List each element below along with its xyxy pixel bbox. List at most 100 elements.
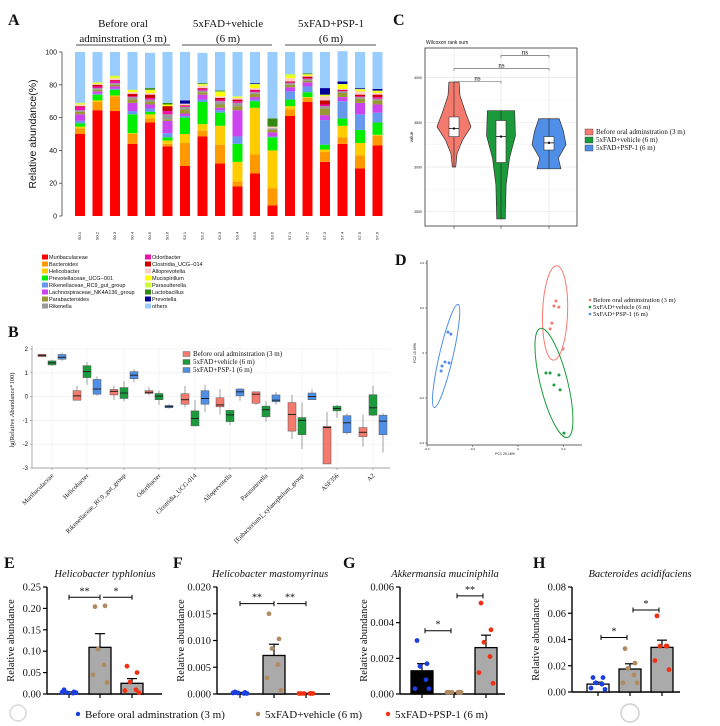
data-point — [269, 646, 275, 651]
box-body — [225, 410, 235, 422]
bar-segment — [355, 96, 365, 98]
data-point — [632, 660, 638, 666]
box-body — [200, 390, 210, 405]
data-point — [439, 369, 443, 373]
y-tick-label: 100 — [45, 50, 57, 57]
bar-segment — [337, 118, 348, 126]
bar-segment — [127, 52, 138, 90]
significance-label: ns — [498, 62, 505, 70]
y-tick-label: 0.005 — [187, 663, 211, 674]
bar-segment — [285, 99, 295, 107]
bar-segment — [250, 154, 260, 174]
bar-segment — [215, 104, 225, 108]
data-point — [544, 371, 548, 375]
bar-stack — [127, 52, 138, 216]
data-point — [548, 371, 552, 375]
bar-segment — [337, 93, 348, 98]
bar-segment — [145, 89, 155, 91]
y-tick-label: -1 — [23, 418, 29, 424]
legend-label: 5xFAD+PSP-1 (6 m) — [395, 709, 488, 721]
legend-label: Parasutterella — [152, 283, 187, 289]
bar-segment — [215, 90, 225, 92]
bar-segment — [180, 52, 190, 101]
y-tick-label: 0.06 — [548, 609, 566, 620]
bar-segment — [372, 122, 383, 135]
bar-segment — [337, 90, 348, 92]
panel-label: A — [8, 12, 20, 29]
bar-segment — [285, 87, 295, 92]
watermark-logo-icon — [620, 703, 640, 723]
y-axis-label: Relative abundance(%) — [27, 79, 39, 188]
box — [322, 412, 332, 465]
data-point — [275, 662, 281, 667]
data-point — [127, 679, 133, 685]
bar-segment — [180, 113, 190, 116]
box — [225, 409, 235, 426]
bar-segment — [215, 92, 225, 97]
bar-segment — [127, 89, 138, 91]
bar-segment — [320, 144, 330, 150]
bar-segment — [232, 99, 243, 102]
bar-segment — [355, 129, 365, 144]
bar-segment — [180, 103, 190, 106]
sample-label: S7.4 — [340, 231, 345, 240]
bar-segment — [197, 85, 208, 89]
y-tick-label: 3500 — [414, 121, 422, 125]
bar-segment — [302, 97, 313, 98]
bar-segment — [92, 93, 103, 95]
bar-segment — [197, 136, 208, 216]
y-tick-label: 0 — [25, 395, 29, 401]
bar-segment — [92, 94, 103, 101]
bar-segment — [92, 82, 103, 84]
bar-segment — [215, 144, 225, 164]
legend-swatch — [42, 282, 48, 288]
bar-stack — [232, 52, 243, 216]
legend-label: 5xFAD+PSP-1 (6 m) — [593, 311, 648, 318]
bar-segment — [267, 137, 278, 151]
bar-segment — [110, 96, 120, 112]
x-tick-label: Helicobacter — [62, 472, 91, 501]
bar-segment — [232, 97, 243, 100]
bar-stack — [180, 52, 190, 216]
legend-label: Lachnospiraceae_NK4A136_group — [49, 290, 135, 296]
bar-segment — [162, 52, 173, 103]
legend-swatch — [145, 268, 151, 274]
bar-segment — [250, 173, 260, 216]
box-body — [271, 394, 281, 403]
bar-segment — [162, 104, 173, 107]
bar-segment — [162, 106, 173, 112]
bar-segment — [372, 98, 383, 101]
bar-stack — [355, 52, 365, 216]
data-point — [600, 675, 606, 680]
bar-segment — [92, 86, 103, 89]
data-point — [557, 373, 561, 377]
chart-title: Helicobacter typhlonius — [53, 569, 155, 580]
bar-segment — [92, 110, 103, 216]
y-tick-label: 0.002 — [370, 654, 394, 665]
bar-segment — [75, 52, 85, 103]
bar-segment — [372, 88, 383, 91]
legend-label: Helicobacter — [49, 269, 80, 275]
legend-label: Bacteroides — [49, 262, 78, 268]
bar-stack — [92, 52, 103, 216]
mean-bar — [618, 668, 642, 693]
bar-segment — [250, 93, 260, 98]
box-body — [297, 417, 307, 435]
box — [378, 413, 388, 453]
y-tick-label: -2 — [23, 442, 29, 448]
bar-segment — [92, 102, 103, 111]
bar-segment — [75, 106, 85, 111]
bar-segment — [197, 94, 208, 100]
significance-bracket — [500, 55, 550, 58]
bar-segment — [215, 101, 225, 105]
data-point — [446, 330, 450, 334]
box — [235, 388, 245, 401]
x-tick-label: A2 — [366, 472, 377, 483]
significance-label: * — [114, 586, 119, 597]
bar-segment — [320, 108, 330, 116]
legend-marker — [588, 298, 592, 302]
bar-segment — [302, 97, 313, 103]
y-tick-label: -0.2 — [419, 396, 425, 400]
box — [200, 384, 210, 413]
